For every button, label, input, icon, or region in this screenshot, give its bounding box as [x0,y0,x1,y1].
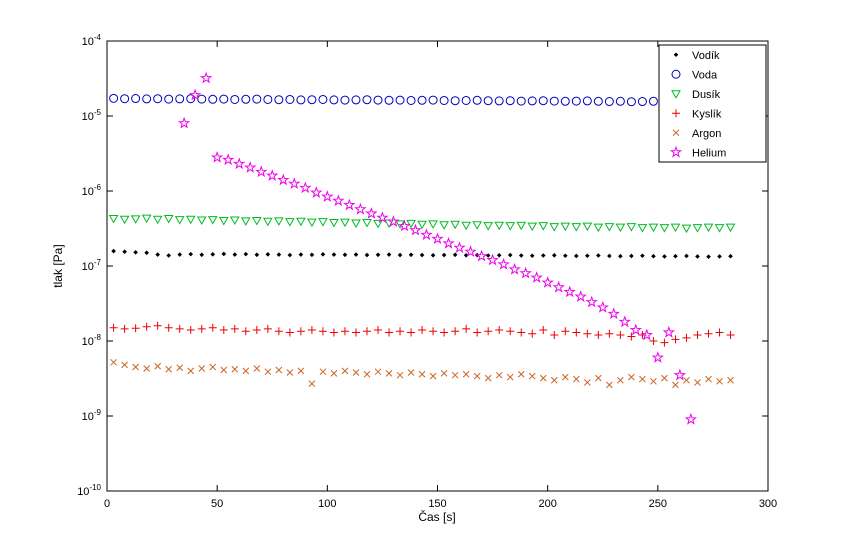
legend: Vodík Voda Dusík Kyslík Argon Helium [658,44,767,163]
x-tick-label: 0 [104,498,110,510]
legend-entry-helium: Helium [669,145,726,159]
legend-label: Kyslík [692,108,722,120]
series-argon [110,358,734,389]
y-axis-label: tlak [Pa] [51,244,65,287]
legend-label: Voda [692,69,718,81]
legend-entry-vodík: Vodík [673,50,720,62]
legend-label: Dusík [692,89,721,101]
series-kyslík [109,321,735,347]
y-tick-label: 10-9 [82,408,102,423]
x-tick-label: 200 [538,498,556,510]
y-tick-label: 10-6 [82,183,102,198]
legend-entry-kyslík: Kyslík [672,108,722,120]
series-helium [177,71,698,425]
x-axis-label: Čas [s] [418,509,455,524]
y-tick-label: 10-8 [82,333,102,348]
legend-box [658,44,767,163]
legend-label: Argon [692,128,721,140]
legend-entry-argon: Argon [672,128,721,140]
legend-label: Helium [692,147,726,159]
legend-entry-dusík: Dusík [671,89,721,101]
axes: 0 50 100 150 200 250 300 10-10 10-9 10-8 10-7 10-6 1… [77,33,777,510]
y-tick-label: 10-7 [82,258,102,273]
y-tick-label: 10-10 [77,483,101,498]
x-tick-label: 50 [211,498,223,510]
x-tick-label: 300 [759,498,777,510]
data-series [108,71,736,425]
series-vodík [111,248,733,260]
y-tick-label: 10-5 [82,108,102,123]
legend-entry-voda: Voda [671,69,718,81]
x-tick-label: 150 [428,498,446,510]
x-tick-label: 100 [318,498,336,510]
series-voda [109,93,736,107]
legend-label: Vodík [692,50,720,62]
y-tick-label: 10-4 [82,33,102,48]
series-dusík [108,214,736,234]
x-tick-label: 250 [649,498,667,510]
